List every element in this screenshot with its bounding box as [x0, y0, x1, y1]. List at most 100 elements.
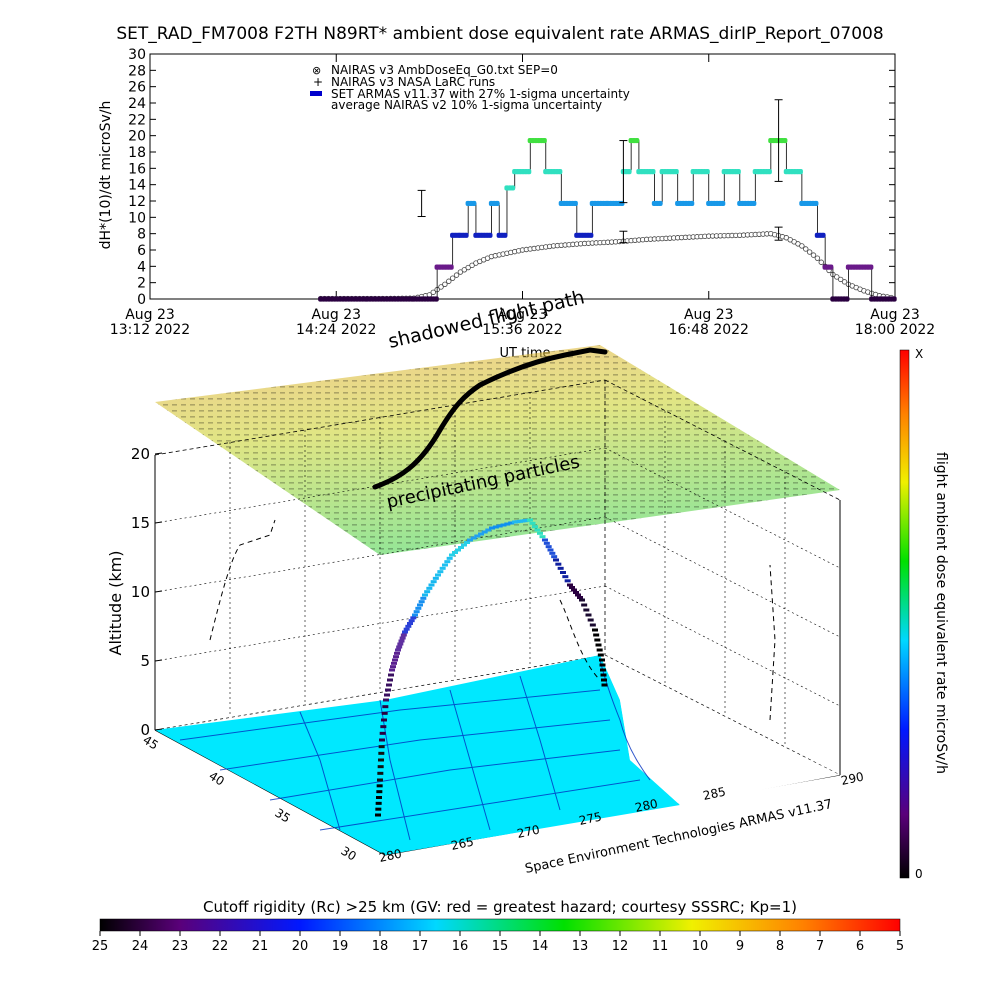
right-colorbar-top-label: X	[915, 347, 923, 361]
flight-path-point	[378, 751, 385, 755]
flight-path-point	[470, 536, 477, 540]
map-floor	[155, 655, 680, 855]
nairas-point	[814, 255, 821, 261]
longitude-tick-label: 290	[840, 769, 865, 787]
flight-path-point	[377, 778, 383, 782]
bottom-colorbar: Cutoff rigidity (Rc) >25 km (GV: red = g…	[92, 898, 904, 954]
flight-path-point	[398, 639, 405, 643]
flight-path-point	[381, 718, 387, 722]
flight-path-point	[583, 608, 590, 612]
flight-path-point	[543, 541, 550, 545]
flight-path-point	[412, 613, 418, 617]
altitude-axis-label: Altitude (km)	[106, 551, 125, 656]
armas-point	[820, 232, 826, 238]
flight-path-point	[577, 596, 583, 599]
longitude-tick-label: 265	[450, 834, 475, 852]
flight-path-point	[532, 525, 538, 529]
armas-point	[494, 200, 500, 207]
flight-3d-panel: shadowed flight path precipitating parti…	[106, 286, 865, 877]
flight-path-point	[408, 619, 415, 623]
flight-path-3d	[375, 518, 608, 817]
series-nairas	[318, 230, 896, 302]
nairas-point	[446, 278, 452, 284]
altitude-tick-label: 0	[140, 721, 150, 739]
flight-path-point	[435, 573, 441, 577]
flight-path-point	[389, 668, 395, 672]
y-tick-label: 18	[128, 145, 146, 161]
armas-point	[689, 200, 695, 207]
precipitation-shell-texture	[155, 345, 840, 555]
colorbar-tick-label: 16	[452, 939, 469, 954]
flight-path-point	[449, 553, 455, 557]
flight-path-point	[593, 633, 600, 637]
altitude-tick-label: 5	[140, 652, 150, 670]
armas-point	[650, 169, 656, 175]
x-tick-label-date: Aug 23	[684, 307, 734, 323]
nairas-point	[461, 267, 467, 273]
y-tick-label: 20	[128, 129, 146, 145]
nairas-point	[430, 289, 436, 295]
armas-point	[626, 169, 632, 175]
colorbar-tick-label: 24	[132, 939, 149, 954]
flight-path-point	[397, 642, 404, 646]
bottom-colorbar-gradient	[99, 918, 901, 932]
flight-path-point	[545, 545, 552, 549]
flight-path-point	[383, 698, 389, 702]
armas-point	[766, 169, 772, 175]
nairas-point	[799, 243, 805, 249]
legend-label-1: NAIRAS v3 NASA LaRC runs	[331, 75, 495, 89]
altitude-tick-mark	[154, 659, 163, 662]
flight-path-point	[504, 522, 511, 526]
flight-path-point	[567, 583, 573, 587]
armas-point	[463, 232, 469, 238]
flight-path-point	[410, 616, 417, 620]
colorbar-tick-label: 14	[532, 939, 549, 954]
flight-path-point	[478, 532, 484, 536]
y-tick-label: 24	[128, 96, 146, 112]
flight-path-point	[376, 796, 382, 799]
altitude-tick-label: 15	[131, 514, 150, 532]
x-tick-label-time: 14:24 2022	[296, 322, 376, 338]
flight-path-point	[380, 725, 387, 729]
x-tick-label-time: 13:12 2022	[110, 322, 190, 338]
shadow-path-mid	[559, 599, 601, 681]
y-tick-label: 12	[128, 194, 146, 210]
flight-path-point	[496, 524, 503, 528]
flight-path-point	[599, 658, 605, 662]
colorbar-tick-label: 7	[816, 939, 824, 954]
flight-path-point	[551, 555, 558, 559]
flight-path-point	[386, 683, 392, 687]
armas-point	[557, 169, 563, 175]
armas-point	[572, 200, 578, 207]
colorbar-tick-label: 18	[372, 939, 389, 954]
y-axis-label: dH*(10)/dt microSv/h	[98, 101, 114, 250]
flight-path-point	[592, 628, 598, 632]
armas-point	[657, 200, 663, 207]
shadow-path-right	[769, 564, 776, 721]
y-tick-label: 0	[137, 292, 146, 308]
altitude-tick-label: 20	[131, 445, 150, 463]
colorbar-tick-label: 6	[856, 939, 864, 954]
flight-path-point	[378, 745, 385, 749]
x-tick-label-date: Aug 23	[311, 307, 361, 323]
armas-point	[433, 296, 439, 302]
series-armas	[318, 137, 897, 302]
nairas-point	[818, 259, 824, 265]
flight-path-point	[377, 765, 384, 769]
armas-point	[634, 137, 640, 144]
nairas-point	[438, 284, 444, 290]
flight-path-point	[500, 523, 507, 527]
longitude-tick-label: 285	[702, 784, 727, 802]
flight-path-point	[395, 648, 401, 652]
flight-path-point	[437, 570, 444, 574]
colorbar-tick-label: 25	[92, 939, 109, 954]
right-colorbar-gradient	[899, 349, 910, 879]
bottom-colorbar-ticks: 25 24 23 22 21 20 19 18 17 16 15 14 13 12 11 10 9 8 7 6 5	[92, 931, 904, 954]
flight-path-point	[446, 556, 453, 560]
flight-path-point	[575, 593, 581, 597]
legend-symbol-2	[310, 91, 322, 96]
armas-point	[735, 169, 741, 175]
right-colorbar: X 0 flight ambient dose equivalent rate …	[899, 347, 949, 881]
flight-path-point	[542, 538, 548, 542]
flight-path-point	[381, 711, 388, 715]
